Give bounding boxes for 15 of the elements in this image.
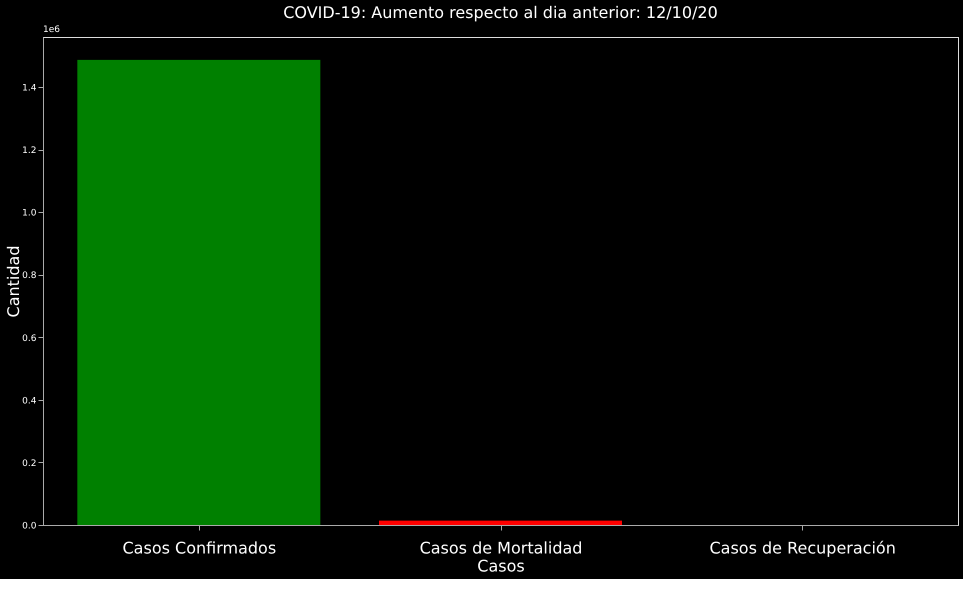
x-tick-label: Casos de Mortalidad: [420, 538, 582, 558]
x-tick-label: Casos de Recuperación: [709, 538, 896, 558]
text: 1e6: [43, 25, 60, 35]
y-tick-label: 0.0: [22, 522, 37, 532]
y-tick-label: 1.0: [22, 208, 37, 219]
y-axis-title: Cantidad: [4, 246, 24, 318]
y-tick-label: 1.2: [22, 146, 36, 156]
y-tick-label: 0.6: [22, 334, 37, 344]
x-tick-label: Casos Confirmados: [122, 538, 276, 558]
y-tick-label: 0.4: [22, 396, 37, 406]
y-tick-label: 0.8: [22, 271, 37, 282]
x-axis-title: Casos: [477, 556, 525, 576]
y-tick-label: 1.4: [22, 84, 37, 94]
chart-title: COVID-19: Aumento respecto al dia anterior: 12/10/20: [283, 3, 718, 22]
y-tick-label: 0.2: [22, 458, 36, 469]
